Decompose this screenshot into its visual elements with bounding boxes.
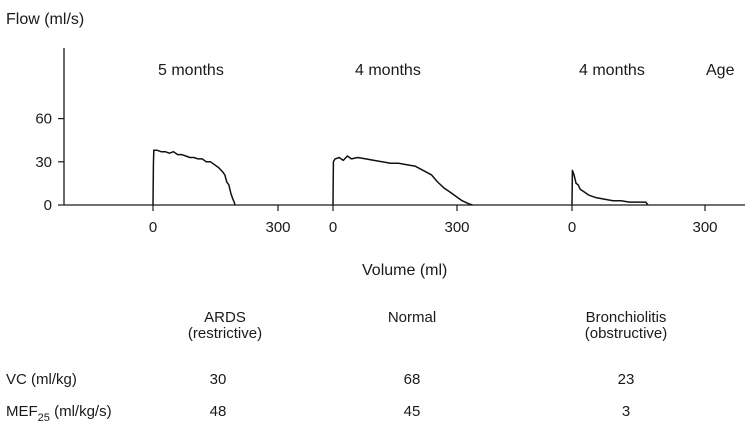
mef25-row-label: MEF25 (ml/kg/s)	[6, 403, 112, 424]
group-label-3: Bronchiolitis	[586, 309, 667, 326]
age-label-panel-1: 5 months	[158, 62, 224, 79]
y-tick-label: 30	[35, 154, 52, 171]
mef25-value-2: 45	[404, 403, 421, 420]
mef25-value-1: 48	[210, 403, 227, 420]
y-axis-label: Flow (ml/s)	[6, 11, 84, 28]
y-tick-label: 0	[44, 197, 52, 214]
y-tick-label: 60	[35, 111, 52, 128]
flow-curve-panel-1	[152, 149, 236, 206]
x-tick-label: 0	[149, 219, 157, 236]
age-label-panel-3: 4 months	[579, 62, 645, 79]
x-tick-label: 300	[444, 219, 469, 236]
group-label-3: (obstructive)	[585, 325, 668, 342]
vc-value-2: 68	[404, 371, 421, 388]
flow-curve-panel-3	[571, 169, 649, 206]
vc-value-3: 23	[618, 371, 635, 388]
group-label-1: ARDS	[204, 309, 246, 326]
vc-row-label: VC (ml/kg)	[6, 371, 77, 388]
age-label-panel-2: 4 months	[355, 62, 421, 79]
age-label: Age	[706, 62, 735, 79]
x-tick-label: 300	[265, 219, 290, 236]
mef25-value-3: 3	[622, 403, 630, 420]
x-tick-label: 0	[568, 219, 576, 236]
group-label-1: (restrictive)	[188, 325, 262, 342]
x-axis-label: Volume (ml)	[362, 262, 447, 279]
x-tick-label: 0	[329, 219, 337, 236]
x-tick-label: 300	[692, 219, 717, 236]
flow-curve-panel-2	[332, 155, 473, 206]
vc-value-1: 30	[210, 371, 227, 388]
group-label-2: Normal	[388, 309, 436, 326]
